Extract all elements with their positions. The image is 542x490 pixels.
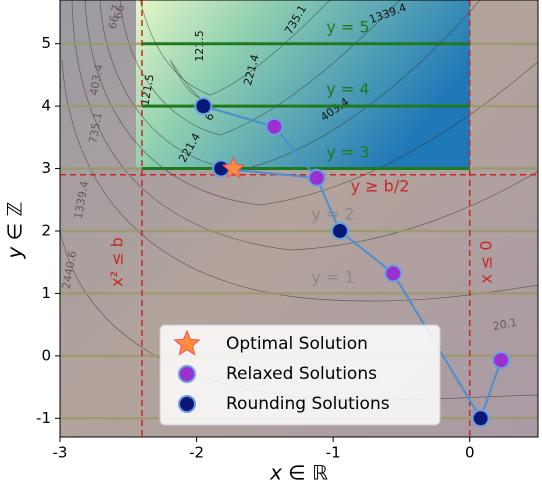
point bbox=[384, 264, 403, 283]
point bbox=[471, 409, 490, 428]
legend-box bbox=[159, 324, 441, 426]
annotation: x ≤ 0 bbox=[477, 240, 496, 283]
point bbox=[330, 221, 349, 240]
y-tick-label: 0 bbox=[41, 346, 51, 364]
y-tick-label: 2 bbox=[41, 221, 51, 239]
point bbox=[265, 117, 284, 136]
x-axis-label: x ∈ ℝ bbox=[269, 461, 328, 485]
point bbox=[178, 395, 196, 413]
point bbox=[307, 168, 326, 187]
contour-label: 66.7 bbox=[106, 4, 123, 30]
y-tick-label: -1 bbox=[36, 409, 51, 427]
y-tick-label: 3 bbox=[41, 159, 51, 177]
star-marker bbox=[173, 329, 201, 356]
annotation: y = 1 bbox=[311, 268, 354, 287]
x-tick-label: -2 bbox=[189, 444, 204, 462]
contour-label: 403.4 bbox=[87, 63, 105, 96]
contour-label: 735.1 bbox=[86, 111, 104, 144]
contour-label: 121.5 bbox=[193, 30, 206, 62]
x-tick-label: -1 bbox=[326, 444, 341, 462]
star-marker bbox=[221, 156, 246, 179]
x-tick-label: 0 bbox=[465, 444, 475, 462]
y-tick-label: 1 bbox=[41, 284, 51, 302]
annotation: y = 5 bbox=[326, 18, 369, 37]
point bbox=[178, 365, 196, 383]
legend-label: Optimal Solution bbox=[226, 334, 368, 354]
y-tick-label: 4 bbox=[41, 97, 51, 115]
annotation: y ≥ b/2 bbox=[351, 177, 410, 196]
y-axis-label: y ∈ ℤ bbox=[3, 202, 27, 260]
annotation: x² ≤ b bbox=[108, 237, 127, 287]
x-tick-label: -3 bbox=[53, 444, 68, 462]
legend-label: Relaxed Solutions bbox=[226, 364, 377, 384]
contour-label: 20.1 bbox=[492, 316, 518, 333]
annotation: y = 3 bbox=[326, 143, 369, 162]
legend-label: Rounding Solutions bbox=[226, 394, 390, 414]
point bbox=[492, 351, 511, 370]
contour-label: 121.5 bbox=[138, 73, 156, 106]
axes-frame bbox=[59, 0, 539, 438]
contour-label: 66 bbox=[112, 4, 127, 20]
point bbox=[194, 97, 213, 116]
annotation: y = 4 bbox=[326, 80, 369, 99]
y-tick-label: 5 bbox=[41, 34, 51, 52]
